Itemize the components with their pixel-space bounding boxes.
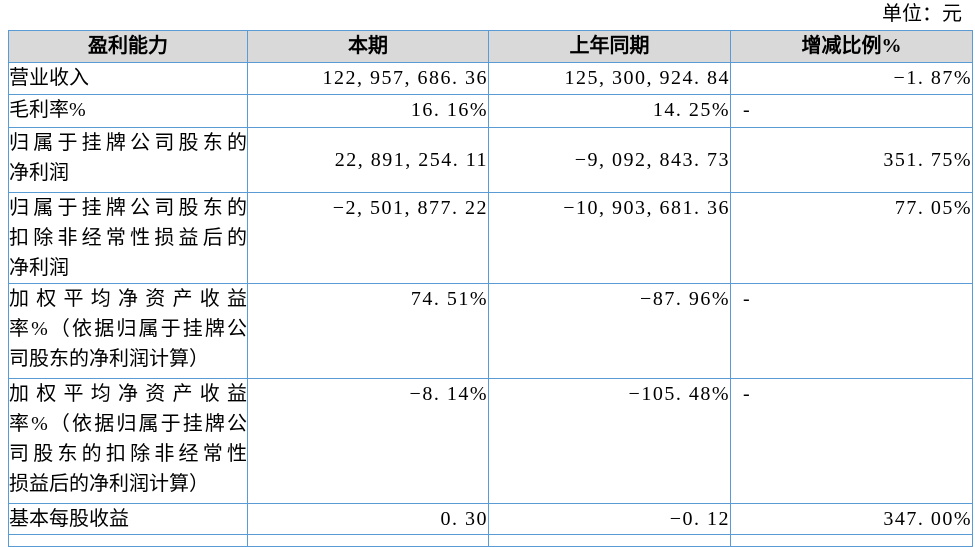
current-period-cell: −2, 501, 877. 22 — [247, 192, 489, 284]
current-period-cell: 122, 957, 686. 36 — [247, 62, 489, 95]
table-row — [8, 534, 973, 547]
prior-period-cell: −105. 48% — [488, 378, 731, 504]
prior-period-cell: −9, 092, 843. 73 — [488, 127, 731, 193]
row-label-cell: 加权平均净资产收益 率%（依据归属于挂牌公 司股东的净利润计算） — [8, 283, 248, 379]
change-ratio-cell — [730, 534, 973, 547]
row-label-cell: 归属于挂牌公司股东的 净利润 — [8, 127, 248, 193]
change-ratio-cell: −1. 87% — [730, 62, 973, 95]
header-prior-period: 上年同期 — [488, 30, 731, 63]
current-period-cell — [247, 534, 489, 547]
header-profitability: 盈利能力 — [8, 30, 248, 63]
table-row: 加权平均净资产收益 率%（依据归属于挂牌公 司股东的净利润计算） 74. 51% −… — [8, 283, 973, 379]
current-period-cell: 22, 891, 254. 11 — [247, 127, 489, 193]
change-ratio-cell: 77. 05% — [730, 192, 973, 284]
table-header-row: 盈利能力 本期 上年同期 增减比例% — [8, 30, 973, 63]
table-row: 毛利率% 16. 16% 14. 25% - — [8, 94, 973, 128]
row-label-cell: 归属于挂牌公司股东的 扣除非经常性损益后的 净利润 — [8, 192, 248, 284]
change-ratio-cell: - — [730, 283, 973, 379]
current-period-cell: 16. 16% — [247, 94, 489, 128]
change-ratio-cell: - — [730, 94, 973, 128]
profitability-table: 盈利能力 本期 上年同期 增减比例% 营业收入 122, 957, 686. 3… — [8, 30, 973, 547]
prior-period-cell: 14. 25% — [488, 94, 731, 128]
prior-period-cell: −10, 903, 681. 36 — [488, 192, 731, 284]
header-current-period: 本期 — [247, 30, 489, 63]
row-label-cell: 加权平均净资产收益 率%（依据归属于挂牌公 司股东的扣除非经常性 损益后的净利润计算） — [8, 378, 248, 504]
header-change-ratio: 增减比例% — [730, 30, 973, 63]
table-row: 营业收入 122, 957, 686. 36 125, 300, 924. 84… — [8, 62, 973, 95]
row-label-cell: 营业收入 — [8, 62, 248, 95]
prior-period-cell — [488, 534, 731, 547]
table-row: 归属于挂牌公司股东的 扣除非经常性损益后的 净利润 −2, 501, 877. 22… — [8, 192, 973, 284]
unit-label: 单位：元 — [882, 3, 962, 25]
row-label-cell: 基本每股收益 — [8, 503, 248, 535]
table-row: 加权平均净资产收益 率%（依据归属于挂牌公 司股东的扣除非经常性 损益后的净利润计算）… — [8, 378, 973, 504]
prior-period-cell: −87. 96% — [488, 283, 731, 379]
row-label-cell: 毛利率% — [8, 94, 248, 128]
change-ratio-cell: - — [730, 378, 973, 504]
prior-period-cell: 125, 300, 924. 84 — [488, 62, 731, 95]
table-row: 归属于挂牌公司股东的 净利润 22, 891, 254. 11 −9, 092, … — [8, 127, 973, 193]
current-period-cell: 74. 51% — [247, 283, 489, 379]
change-ratio-cell: 351. 75% — [730, 127, 973, 193]
prior-period-cell: −0. 12 — [488, 503, 731, 535]
change-ratio-cell: 347. 00% — [730, 503, 973, 535]
current-period-cell: −8. 14% — [247, 378, 489, 504]
row-label-cell — [8, 534, 248, 547]
current-period-cell: 0. 30 — [247, 503, 489, 535]
table-row: 基本每股收益 0. 30 −0. 12 347. 00% — [8, 503, 973, 535]
